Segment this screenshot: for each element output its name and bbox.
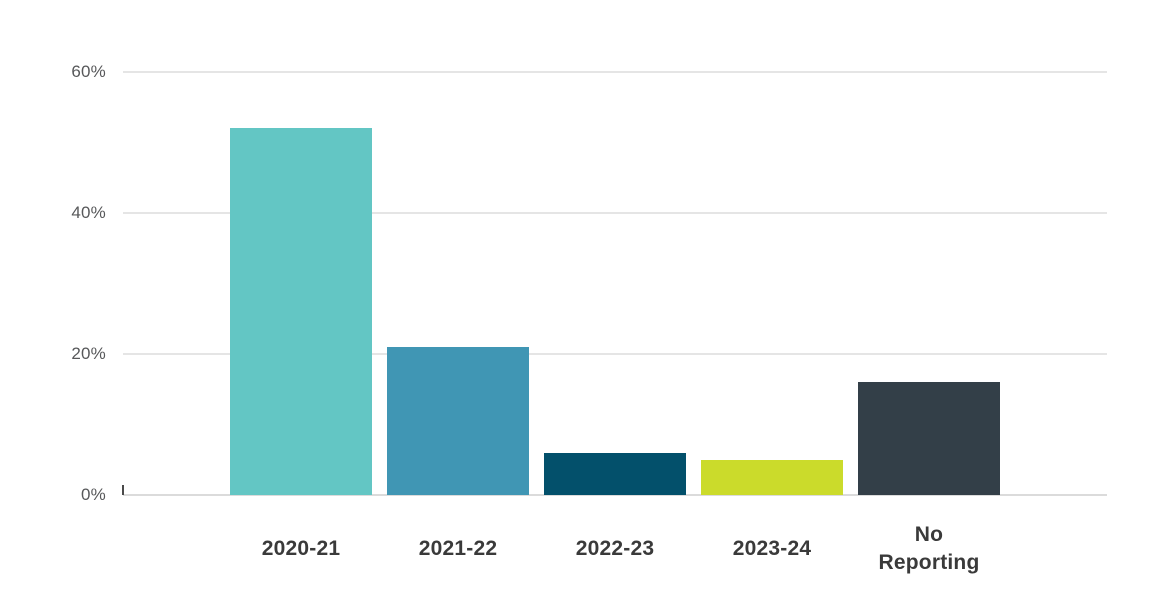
y-axis-tick-label: 40% bbox=[71, 202, 106, 222]
gridline-60 bbox=[123, 70, 1107, 73]
gridline-20 bbox=[123, 352, 1107, 355]
x-axis-category-label-2022-23: 2022-23 bbox=[575, 537, 655, 561]
x-axis-category-label-2021-22: 2021-22 bbox=[418, 537, 498, 561]
x-axis-category-label-no-reporting: No Reporting bbox=[878, 523, 980, 574]
y-axis-origin-tick bbox=[122, 485, 124, 495]
gridline-40 bbox=[123, 211, 1107, 214]
bar-no-reporting bbox=[858, 382, 1000, 495]
bar-2020-21 bbox=[230, 128, 372, 495]
bar-2022-23 bbox=[544, 453, 686, 495]
y-axis-tick-label: 60% bbox=[71, 61, 106, 81]
bar-2023-24 bbox=[701, 460, 843, 495]
y-axis-tick-label: 0% bbox=[81, 485, 106, 504]
x-axis-category-label-2023-24: 2023-24 bbox=[732, 537, 812, 561]
x-axis-category-label-2020-21: 2020-21 bbox=[261, 537, 341, 561]
x-axis-baseline bbox=[123, 494, 1107, 496]
y-axis-tick-label: 20% bbox=[71, 343, 106, 363]
bar-2021-22 bbox=[387, 347, 529, 495]
